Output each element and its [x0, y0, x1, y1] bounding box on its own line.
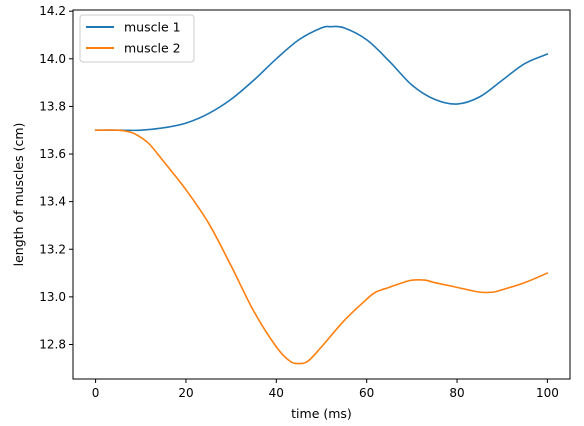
x-tick-label: 60: [359, 386, 374, 400]
series-line-muscle-2: [94, 129, 549, 365]
y-tick-label: 14.0: [39, 52, 66, 66]
plot-area-frame: [72, 9, 571, 380]
series-layer: [94, 25, 549, 365]
x-tick-label: 40: [269, 386, 284, 400]
y-tick-label: 13.2: [39, 242, 66, 256]
y-tick-label: 12.8: [39, 337, 66, 351]
y-tick-label: 13.4: [39, 195, 66, 209]
y-axis-ticks: 12.8 13.0 13.2 13.4 13.6 13.8 14.0 14.2: [39, 4, 73, 351]
x-tick-label: 0: [92, 386, 100, 400]
legend: muscle 1 muscle 2: [79, 14, 195, 63]
y-tick-label: 13.8: [39, 99, 66, 113]
x-axis-label: time (ms): [291, 406, 352, 421]
x-tick-label: 80: [449, 386, 464, 400]
legend-label-muscle-2: muscle 2: [124, 41, 181, 56]
x-tick-label: 20: [178, 386, 193, 400]
y-tick-label: 13.6: [39, 147, 66, 161]
y-tick-label: 13.0: [39, 290, 66, 304]
x-axis-ticks: 0 20 40 60 80 100: [92, 379, 559, 400]
legend-label-muscle-1: muscle 1: [124, 20, 181, 35]
y-axis-label: length of muscles (cm): [11, 123, 26, 267]
series-line-muscle-1: [94, 25, 549, 132]
x-tick-label: 100: [536, 386, 559, 400]
y-tick-label: 14.2: [39, 4, 66, 18]
